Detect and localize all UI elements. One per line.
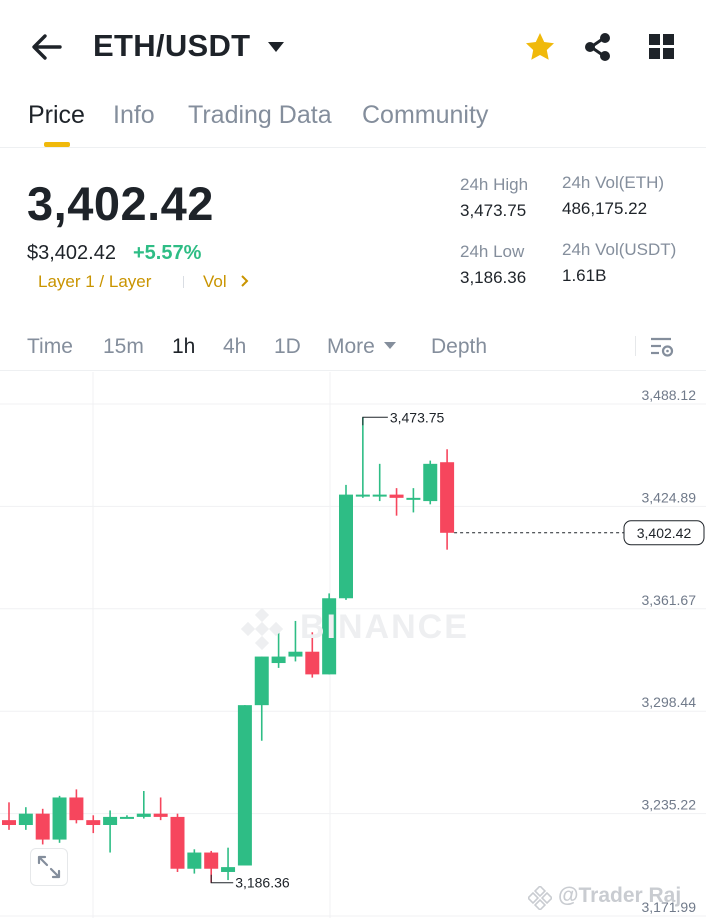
last-price-label: 3,402.42: [637, 525, 692, 541]
expand-icon: [37, 855, 61, 879]
candle-body: [170, 816, 185, 869]
high-value: 3,473.75: [460, 201, 527, 220]
candle-body: [69, 797, 84, 821]
candle-body: [103, 816, 118, 826]
interval-1d[interactable]: 1D: [274, 335, 301, 358]
last-price-badge: [623, 520, 705, 546]
pair-title[interactable]: ETH/USDT: [93, 28, 251, 63]
vol-usdt-value: 1.61B: [562, 266, 607, 285]
low-marker-label: 3,186.36: [235, 875, 290, 891]
candle-body: [355, 494, 370, 497]
vol-tag-label: Vol: [203, 272, 227, 291]
candle-body: [305, 651, 320, 675]
tab-community[interactable]: Community: [362, 101, 489, 129]
candle-body: [204, 852, 219, 869]
grid-icon[interactable]: [648, 33, 675, 60]
y-tick-label: 3,361.67: [642, 592, 697, 608]
app-header: ETH/USDT: [0, 0, 706, 96]
price-change-percent: +5.57%: [133, 242, 202, 264]
candle-body: [2, 820, 16, 826]
candlestick-chart[interactable]: 3,488.12 3,424.89 3,361.67 3,298.44 3,235.22…: [0, 372, 706, 918]
usd-price: $3,402.42: [27, 242, 116, 264]
high-label: 24h High: [460, 175, 529, 194]
high-marker-label: 3,473.75: [390, 409, 445, 425]
vol-usdt-label: 24h Vol(USDT): [562, 240, 677, 259]
candle-body: [372, 494, 387, 497]
candle-body: [52, 797, 67, 840]
interval-1h[interactable]: 1h: [172, 335, 196, 358]
candle-body: [423, 463, 438, 502]
last-price: 3,402.42: [27, 177, 214, 230]
candle-layer: [2, 417, 455, 883]
low-value: 3,186.36: [460, 268, 527, 287]
high-marker-line: [362, 416, 388, 426]
tab-info[interactable]: Info: [113, 101, 155, 129]
marker-layer: 3,473.75 3,186.36 3,402.42: [210, 409, 705, 891]
candle-body: [254, 656, 269, 706]
candle-body: [187, 852, 202, 869]
y-tick-label: 3,171.99: [642, 899, 697, 915]
interval-depth[interactable]: Depth: [431, 335, 488, 358]
tag-divider: [183, 276, 184, 288]
interval-more[interactable]: More: [327, 335, 375, 358]
y-tick-label: 3,488.12: [642, 387, 697, 403]
active-tab-indicator: [44, 142, 70, 147]
star-icon[interactable]: [524, 31, 556, 63]
low-marker-line: [210, 874, 234, 884]
tab-trading-data[interactable]: Trading Data: [188, 101, 332, 129]
toolbar-divider: [635, 336, 636, 356]
grid-layer: 3,488.12 3,424.89 3,361.67 3,298.44 3,235.22…: [0, 372, 706, 918]
share-icon[interactable]: [582, 31, 614, 63]
candle-body: [271, 656, 286, 664]
vol-eth-label: 24h Vol(ETH): [562, 173, 665, 192]
chart-svg: 3,488.12 3,424.89 3,361.67 3,298.44 3,235.22…: [0, 372, 706, 918]
caret-down-icon: [384, 342, 396, 349]
category-tag[interactable]: Layer 1 / Layer: [38, 272, 152, 291]
interval-time[interactable]: Time: [27, 335, 73, 358]
fullscreen-button[interactable]: [30, 848, 68, 886]
candle-body: [389, 494, 404, 498]
binance-small-logo: [528, 886, 552, 910]
tab-bar: Price Info Trading Data Community: [0, 96, 706, 148]
candle-body: [18, 813, 33, 826]
candle-body: [288, 651, 303, 657]
caret-down-icon[interactable]: [266, 40, 286, 54]
credit-text: @Trader Raj: [558, 884, 682, 907]
vol-eth-value: 486,175.22: [562, 199, 648, 218]
candle-body: [322, 598, 337, 675]
y-tick-label: 3,298.44: [642, 694, 697, 710]
watermark-text: BINANCE: [300, 608, 469, 646]
candle-body: [119, 816, 134, 819]
candle-body: [35, 813, 50, 840]
candle-body: [237, 705, 252, 866]
candle-body: [406, 497, 421, 500]
vol-tag[interactable]: Vol: [203, 272, 250, 292]
binance-watermark-logo: [241, 608, 283, 650]
chevron-right-icon: [241, 275, 249, 287]
low-label: 24h Low: [460, 242, 525, 261]
tab-price[interactable]: Price: [28, 101, 85, 129]
candle-body: [339, 494, 353, 599]
candle-body: [221, 867, 236, 872]
candle-body: [136, 813, 151, 817]
interval-15m[interactable]: 15m: [103, 335, 144, 358]
y-tick-label: 3,424.89: [642, 489, 697, 505]
y-tick-label: 3,235.22: [642, 797, 697, 813]
back-arrow-icon[interactable]: [30, 32, 64, 62]
candle-body: [440, 462, 455, 533]
interval-bar: Time 15m 1h 4h 1D More Depth: [0, 325, 706, 371]
candle-body: [86, 820, 101, 826]
interval-4h[interactable]: 4h: [223, 335, 247, 358]
candle-body: [153, 813, 168, 817]
chart-settings-icon[interactable]: [649, 335, 675, 359]
